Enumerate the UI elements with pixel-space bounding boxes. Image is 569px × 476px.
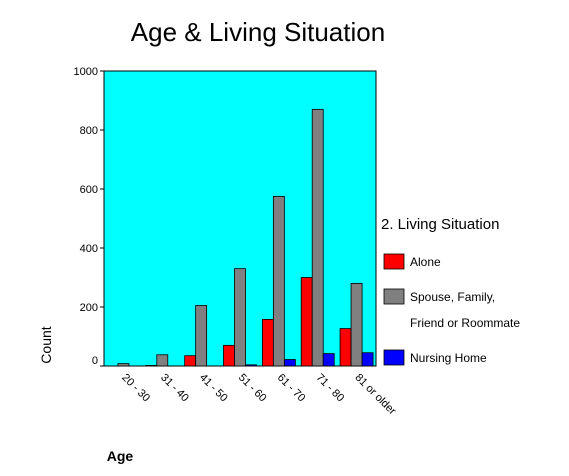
- y-axis: 0 200 400 600 800 1000: [74, 66, 104, 367]
- y-tick-label: 800: [80, 125, 98, 137]
- bar: [261, 318, 274, 367]
- bar: [145, 365, 158, 367]
- bar: [223, 344, 235, 367]
- bar: [361, 352, 374, 367]
- chart-title: Age & Living Situation: [131, 17, 385, 47]
- bar: [234, 268, 246, 367]
- bar: [322, 353, 335, 367]
- bar: [117, 363, 130, 367]
- bar: [184, 355, 197, 367]
- y-tick-label: 200: [80, 302, 98, 314]
- y-tick-label: 400: [80, 243, 98, 255]
- y-tick-label: 1000: [74, 66, 98, 78]
- x-tick-label: 20 - 30: [119, 372, 152, 405]
- x-tick-label: 61 - 70: [275, 372, 308, 405]
- legend-swatch: [383, 253, 405, 270]
- legend-swatch: [383, 349, 405, 366]
- x-tick-label: 41 - 50: [197, 372, 230, 405]
- legend-label: Friend or Roommate: [410, 316, 520, 330]
- x-tick-label: 31 - 40: [158, 372, 191, 405]
- legend-label: Alone: [410, 255, 441, 269]
- bar: [156, 354, 169, 367]
- bar: [350, 282, 363, 367]
- legend-label: Nursing Home: [410, 351, 487, 365]
- y-axis-label: Count: [38, 326, 54, 363]
- x-tick-label: 81 or older: [352, 372, 398, 418]
- x-tick-label: 71 - 80: [314, 372, 347, 405]
- bar: [245, 364, 257, 367]
- legend-label: Spouse, Family,: [410, 290, 495, 304]
- bar: [272, 195, 285, 367]
- bar: [339, 328, 352, 367]
- legend-title: 2. Living Situation: [381, 216, 499, 233]
- y-tick-label: 600: [80, 184, 98, 196]
- bar: [195, 305, 208, 367]
- legend-swatch: [383, 288, 405, 305]
- legend: 2. Living Situation Alone Spouse, Family,…: [381, 216, 520, 366]
- bar: [283, 359, 296, 367]
- y-tick-label: 0: [92, 355, 98, 367]
- bar: [311, 108, 324, 367]
- x-axis: 20 - 30 31 - 40 41 - 50 51 - 60 61 - 70 71 - …: [119, 372, 398, 418]
- x-axis-label: Age: [107, 448, 134, 464]
- bars: [117, 108, 374, 367]
- bar: [300, 277, 313, 367]
- x-tick-label: 51 - 60: [236, 372, 269, 405]
